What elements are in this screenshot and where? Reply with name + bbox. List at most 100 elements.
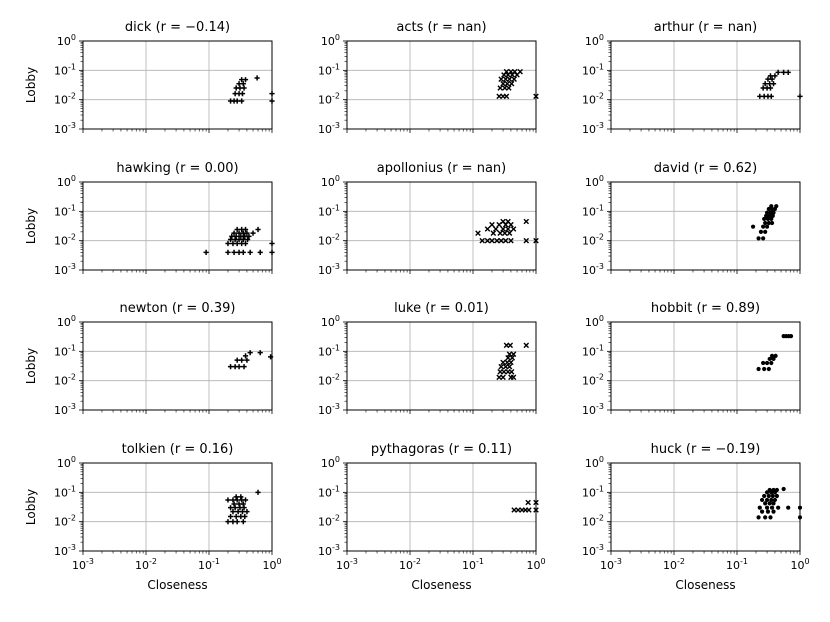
data-point [762, 366, 767, 372]
data-point [230, 509, 236, 515]
y-tick-label: 10-1 [318, 62, 340, 77]
y-tick-label: 10-1 [582, 203, 604, 218]
subplot-hawking: 10-3 10-2 10-1 100 hawking (r = 0.00) Lobby [24, 161, 275, 277]
data-point [768, 210, 773, 215]
axes-frame [346, 462, 537, 552]
data-point [250, 230, 256, 236]
data-point [765, 216, 771, 222]
data-point [767, 213, 772, 218]
y-tick-label: 100 [57, 33, 76, 48]
x-tick-label: 100 [262, 557, 281, 572]
data-point [500, 226, 506, 232]
data-point [781, 69, 787, 76]
data-point [756, 366, 761, 372]
y-tick-label: 10-1 [582, 484, 604, 499]
data-point [234, 98, 240, 104]
y-tick-label: 10-3 [54, 262, 76, 277]
data-point [239, 357, 245, 363]
data-point [234, 519, 240, 525]
data-point [475, 230, 481, 236]
y-tick-label: 10-1 [54, 62, 76, 77]
subplot-huck: 10-310-3 10-2 10-2 10-1 10-1 100 100 huck (r = … [582, 442, 810, 592]
y-tick-label: 100 [585, 174, 604, 189]
y-tick-label: 100 [321, 314, 340, 329]
data-point [771, 501, 776, 506]
y-tick-label: 10-3 [582, 262, 604, 277]
data-point [247, 350, 253, 356]
data-point [762, 216, 767, 222]
y-tick-label: 100 [321, 174, 340, 189]
data-point [225, 519, 231, 525]
data-point [242, 240, 249, 247]
data-point [257, 350, 263, 356]
axes-frame [346, 321, 537, 411]
data-point [241, 505, 247, 511]
data-point [508, 80, 515, 87]
data-point [231, 501, 237, 507]
subplot-title: huck (r = −0.19) [651, 442, 761, 457]
data-point [756, 236, 761, 241]
data-point [494, 237, 500, 244]
data-point [772, 497, 778, 503]
x-tick-label: 10-1 [726, 557, 748, 572]
subplot-david: 10-3 10-2 10-1 100 david (r = 0.62) [582, 161, 801, 277]
axis-ticks: 10-3 10-2 10-1 100 [318, 174, 537, 277]
data-point [764, 360, 770, 366]
data-point [762, 81, 768, 87]
data-point [769, 505, 775, 510]
data-point [242, 353, 249, 359]
subplot-title: david (r = 0.62) [654, 161, 758, 176]
x-tick-label: 10-2 [399, 557, 421, 572]
data-point [242, 77, 249, 83]
data-point [770, 81, 777, 87]
subplot-apollonius: 10-3 10-2 10-1 100 apollonius (r = nan) [318, 161, 539, 277]
data-point [510, 351, 517, 357]
y-axis-label: Lobby [24, 348, 38, 384]
data-point [490, 230, 497, 236]
data-point [239, 91, 246, 97]
axes-frame [610, 321, 801, 411]
data-point [225, 240, 231, 247]
subplot-title: newton (r = 0.39) [120, 301, 236, 316]
data-point [763, 220, 768, 226]
data-point [479, 237, 486, 244]
subplot-pythagoras: 10-310-3 10-2 10-2 10-1 10-1 100 100 pythagoras… [318, 442, 546, 592]
data-point [227, 236, 234, 243]
x-tick-label: 100 [790, 557, 809, 572]
data-point [227, 505, 234, 511]
data-points [757, 69, 803, 99]
y-tick-label: 10-1 [582, 343, 604, 358]
data-point [234, 226, 240, 233]
data-point [523, 237, 530, 244]
subplot-title: hawking (r = 0.00) [116, 161, 238, 176]
subplot-dick: 10-3 10-2 10-1 100 dick (r = −0.14) Lobby [24, 20, 275, 136]
data-points [756, 486, 803, 520]
axes-frame [82, 321, 273, 411]
y-tick-label: 10-3 [318, 262, 340, 277]
y-axis-label: Lobby [24, 208, 38, 244]
data-point [241, 85, 247, 91]
data-point [500, 218, 506, 225]
data-point [767, 487, 772, 493]
data-point [247, 249, 253, 255]
data-point [244, 230, 250, 236]
data-point [506, 363, 513, 370]
axis-ticks: 10-3 10-2 10-1 100 [54, 174, 273, 277]
data-point [761, 236, 766, 241]
axes-frame [82, 462, 273, 552]
data-point [225, 249, 231, 255]
data-point [233, 233, 239, 239]
data-point [781, 486, 786, 492]
data-point [489, 221, 495, 228]
data-point [757, 505, 762, 510]
y-tick-label: 10-3 [582, 121, 604, 136]
data-point [785, 69, 791, 76]
x-axis-label: Closeness [147, 578, 207, 592]
subplot-title: acts (r = nan) [396, 20, 486, 35]
data-point [235, 509, 241, 515]
axes-frame [610, 462, 801, 552]
data-point [769, 220, 775, 226]
axes-frame [610, 40, 801, 130]
data-point [757, 93, 763, 99]
y-tick-label: 10-1 [54, 203, 76, 218]
